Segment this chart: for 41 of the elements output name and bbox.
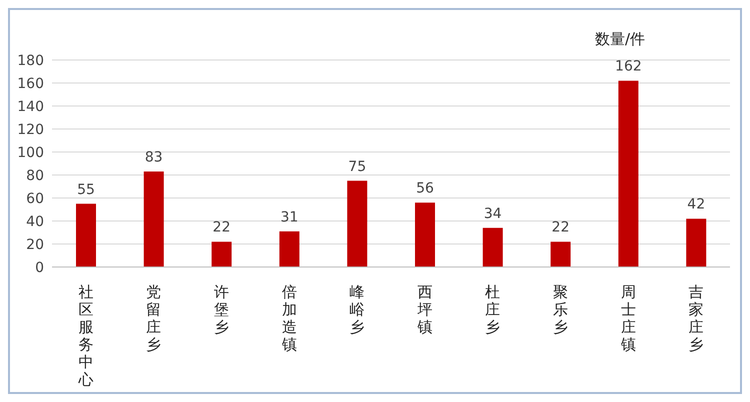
x-tick-label: 西坪镇 — [416, 283, 432, 336]
x-tick-label: 吉家庄乡 — [688, 283, 704, 354]
data-label: 75 — [348, 158, 366, 175]
y-axis-title: 数量/件 — [595, 30, 646, 49]
data-label: 42 — [687, 196, 706, 213]
bar — [347, 180, 368, 267]
y-tick-label: 20 — [26, 236, 44, 253]
data-label: 31 — [280, 209, 298, 226]
data-label: 22 — [552, 220, 570, 236]
data-label: 22 — [212, 220, 231, 236]
bar — [618, 80, 638, 267]
y-tick-label: 120 — [17, 122, 44, 138]
bar — [279, 231, 300, 267]
bar — [76, 204, 96, 267]
bar — [686, 218, 706, 267]
x-tick-label: 周士庄镇 — [620, 283, 636, 354]
bar — [144, 172, 164, 267]
x-tick-label: 社区服务中心 — [77, 283, 94, 388]
data-label: 34 — [484, 206, 502, 222]
y-tick-label: 0 — [35, 260, 44, 276]
bar — [415, 202, 435, 267]
x-tick-label: 峰峪乡 — [350, 283, 365, 336]
bar — [212, 242, 232, 267]
x-tick-label: 聚乐乡 — [553, 283, 568, 336]
x-tick-label: 党留庄乡 — [146, 283, 162, 354]
y-tick-label: 40 — [26, 214, 44, 230]
bar — [550, 242, 571, 267]
y-tick-label: 180 — [17, 52, 44, 69]
data-label: 83 — [144, 150, 163, 166]
data-label: 56 — [416, 180, 434, 197]
data-label: 55 — [77, 182, 95, 198]
y-tick-label: 80 — [26, 168, 44, 184]
y-tick-label: 140 — [17, 98, 44, 115]
y-tick-label: 100 — [17, 144, 44, 161]
x-tick-label: 许堡乡 — [214, 283, 229, 336]
bar — [482, 228, 503, 267]
data-label: 162 — [615, 58, 642, 75]
y-tick-label: 160 — [17, 76, 44, 92]
x-tick-label: 倍加造镇 — [280, 283, 297, 354]
x-tick-label: 杜庄乡 — [485, 283, 500, 336]
y-tick-label: 60 — [26, 190, 44, 207]
